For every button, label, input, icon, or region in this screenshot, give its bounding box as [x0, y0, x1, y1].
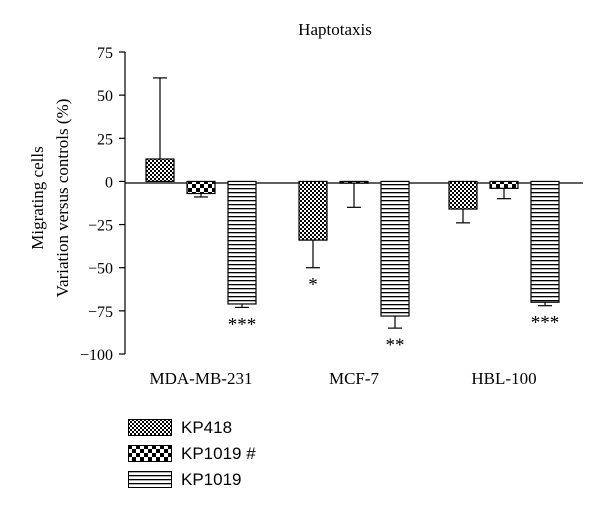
error-bars: [153, 77, 552, 329]
significance-label: ***: [531, 313, 560, 334]
legend-item-kp418: KP418: [128, 419, 328, 439]
bar-kp1019-hbl-100: [530, 180, 560, 303]
legend-item-kp1019: KP1019: [128, 471, 328, 491]
significance-label: ***: [228, 314, 257, 335]
legend-item-kp1019-hash: KP1019 #: [128, 445, 328, 465]
legend-swatch-kp1019-hash: [128, 445, 172, 462]
significance-label: **: [386, 335, 405, 356]
bar-series: [145, 158, 560, 317]
y-tick-label: 0: [105, 174, 113, 191]
bar-kp418-hbl-100: [448, 180, 478, 210]
x-axis-categories: MDA-MB-231 MCF-7 HBL-100: [150, 369, 537, 388]
legend-swatch-kp1019: [128, 471, 172, 488]
bar-kp1019-mcf-7: [380, 180, 410, 317]
bar-kp1019-hbl-100: [489, 180, 519, 189]
y-tick-label: 50: [97, 88, 113, 105]
y-tick-label: −50: [88, 261, 113, 278]
x-category-label-hbl-100: HBL-100: [471, 369, 536, 388]
legend-label-kp1019: KP1019: [181, 470, 242, 489]
y-tick-label: 75: [97, 45, 113, 62]
significance-annotations: *********: [228, 275, 560, 356]
legend: KP418 KP1019 # KP1019: [128, 419, 328, 497]
x-category-label-mcf-7: MCF-7: [329, 369, 380, 388]
bar-kp1019-mcf-7: [339, 180, 369, 184]
legend-label-kp418: KP418: [181, 418, 233, 437]
y-axis-label-line1: Migrating cells: [28, 146, 47, 249]
y-tick-label: −100: [80, 347, 113, 364]
x-category-label-mda-mb-231: MDA-MB-231: [150, 369, 253, 388]
bar-kp418-mda-mb-231: [145, 158, 175, 183]
legend-swatch-kp418: [128, 419, 172, 436]
legend-label-kp1019-hash: KP1019 #: [181, 444, 256, 463]
y-tick-label: −25: [88, 218, 113, 235]
y-axis-label-line2: Variation versus controls (%): [53, 99, 72, 298]
bar-kp1019-mda-mb-231: [186, 180, 216, 195]
y-tick-label: 25: [97, 131, 113, 148]
chart-title: Haptotaxis: [298, 20, 372, 39]
y-tick-label: −75: [88, 304, 113, 321]
bar-kp1019-mda-mb-231: [227, 180, 257, 305]
y-axis-ticks: 75 50 25 0 −25 −50 −75 −100: [80, 45, 125, 364]
bar-kp418-mcf-7: [298, 180, 328, 241]
significance-label: *: [308, 275, 318, 296]
